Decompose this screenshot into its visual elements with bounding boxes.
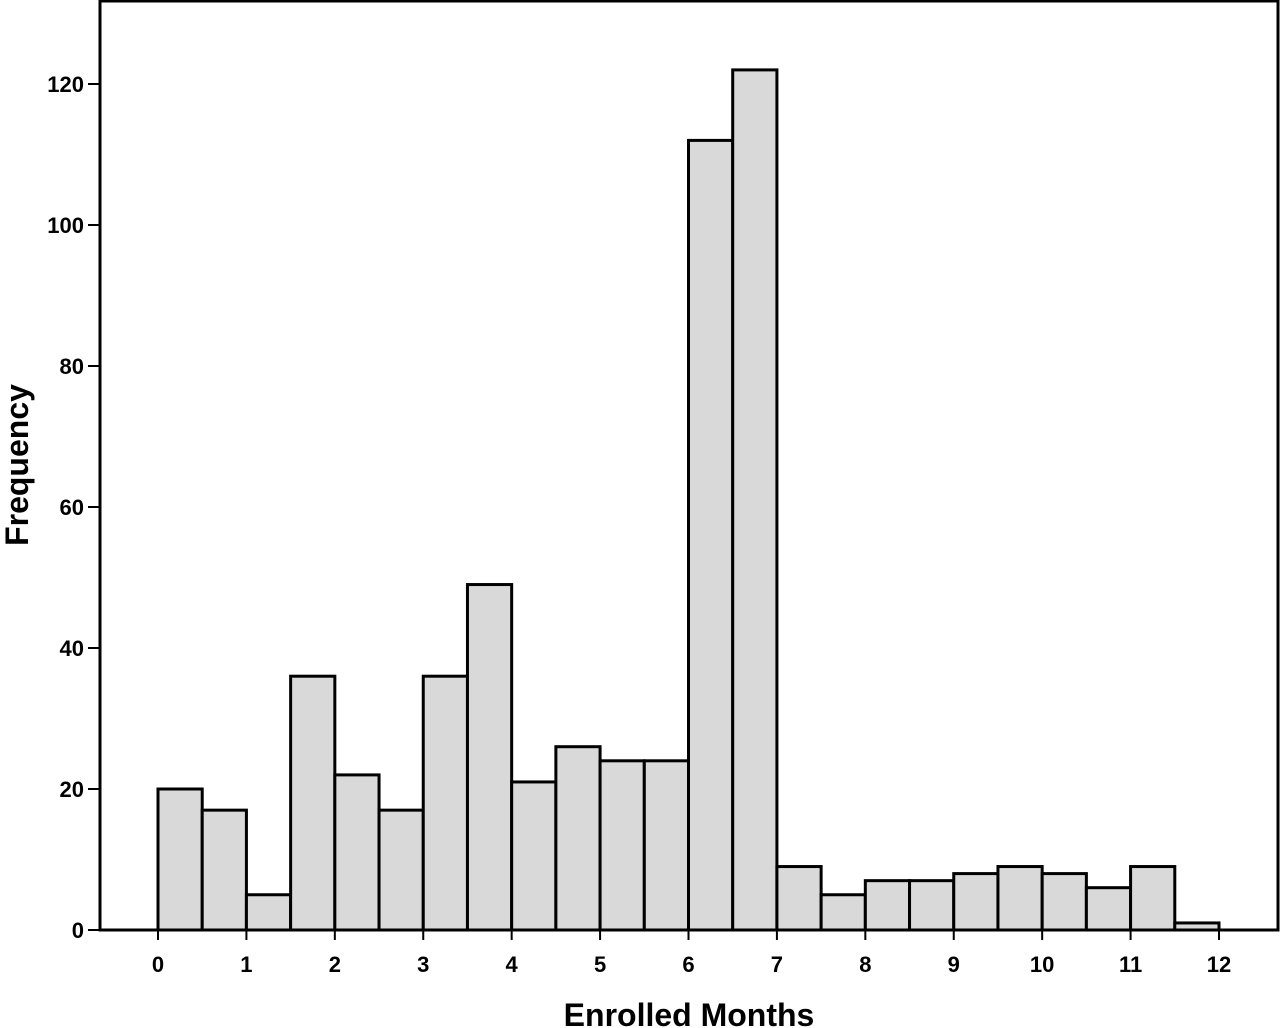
histogram-bar (510, 780, 558, 932)
histogram-bar (244, 893, 293, 932)
x-tick-label: 1 (240, 952, 252, 977)
histogram-bar (554, 745, 602, 932)
x-axis-ticks: 0 1 2 3 4 5 6 7 8 9 10 11 12 (152, 930, 1231, 977)
histogram-bar (996, 865, 1044, 932)
x-axis-title: Enrolled Months (564, 997, 815, 1028)
y-tick-label: 80 (60, 354, 84, 379)
histogram-bar (775, 865, 823, 932)
x-tick-label: 6 (682, 952, 694, 977)
histogram-bar (598, 759, 646, 932)
x-tick-label: 8 (859, 952, 871, 977)
y-tick-label: 120 (47, 72, 84, 97)
y-tick-label: 100 (47, 213, 84, 238)
x-tick-label: 12 (1207, 952, 1231, 977)
y-tick-label: 20 (60, 777, 84, 802)
x-tick-label: 9 (948, 952, 960, 977)
x-tick-label: 5 (594, 952, 606, 977)
y-axis-ticks: 0 20 40 60 80 100 120 (47, 72, 100, 943)
histogram-bar (642, 759, 691, 932)
histogram-bar (421, 674, 469, 932)
x-tick-label: 10 (1030, 952, 1054, 977)
histogram-bar (863, 879, 912, 932)
y-tick-label: 40 (60, 636, 84, 661)
x-tick-label: 11 (1119, 952, 1142, 977)
x-tick-label: 3 (417, 952, 429, 977)
histogram-bar (200, 808, 248, 932)
histogram-bar (687, 138, 735, 932)
histogram-bar (908, 879, 956, 932)
x-tick-label: 0 (152, 952, 164, 977)
histogram-bar (156, 787, 204, 932)
y-tick-label: 60 (60, 495, 84, 520)
histogram-bar (819, 893, 867, 932)
bars-group (156, 68, 1221, 932)
y-axis-title: Frequency (0, 384, 35, 546)
histogram-bar (377, 808, 425, 932)
histogram-bar (731, 68, 779, 932)
histogram-bar (1084, 886, 1133, 932)
histogram-bar (289, 674, 337, 932)
histogram-bar (1173, 921, 1221, 932)
y-tick-label: 0 (72, 918, 84, 943)
histogram-bar (1129, 865, 1177, 932)
x-tick-label: 2 (329, 952, 341, 977)
histogram-bar (333, 773, 381, 932)
x-tick-label: 4 (506, 952, 519, 977)
histogram-bar (1040, 872, 1088, 932)
histogram-bar (465, 583, 514, 932)
x-tick-label: 7 (771, 952, 783, 977)
histogram-bar (952, 872, 1000, 932)
